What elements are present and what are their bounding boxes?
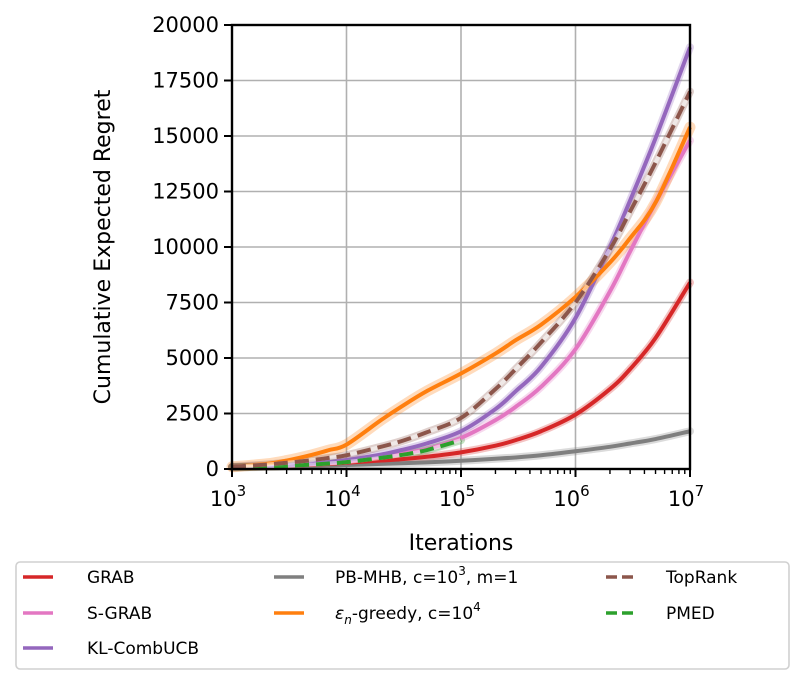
y-tick-label: 20000 (152, 13, 219, 37)
x-tick-label: 104 (324, 482, 360, 511)
legend-label: KL-CombUCB (87, 639, 199, 659)
y-ticks: 0 2500 5000 7500 10000 12500 15000 17500 20000 (152, 13, 232, 481)
legend-frame (15, 561, 790, 670)
y-tick-label: 17500 (152, 69, 219, 93)
legend-item: TopRank (606, 568, 737, 588)
y-tick-label: 5000 (166, 346, 219, 370)
series-line-pmed (231, 438, 462, 470)
legend-item: εn-greedy, c=104 (274, 600, 481, 627)
y-tick-label: 10000 (152, 235, 219, 259)
x-tick-label: 107 (668, 482, 704, 511)
series-line-toprank (231, 90, 692, 469)
y-tick-label: 0 (206, 457, 219, 481)
legend-item: PB-MHB, c=103, m=1 (274, 564, 518, 588)
series-line-n-greedy-c-10 (231, 126, 692, 469)
legend-label: GRAB (87, 568, 135, 588)
y-axis-label: Cumulative Expected Regret (91, 89, 116, 404)
y-tick-label: 15000 (152, 124, 219, 148)
legend-item: GRAB (23, 568, 135, 588)
legend-item: S-GRAB (23, 604, 152, 624)
y-tick-label: 2500 (166, 402, 219, 426)
legend-item: PMED (606, 604, 715, 624)
series-lines (231, 46, 692, 470)
legend-label: PMED (666, 604, 715, 624)
legend-label: TopRank (665, 568, 737, 588)
legend-label: S-GRAB (87, 604, 152, 624)
legend-label: εn-greedy, c=104 (335, 600, 481, 627)
legend-item: KL-CombUCB (23, 639, 199, 659)
x-axis-label: Iterations (409, 531, 514, 556)
legend: GRAB S-GRAB KL-CombUCB PB-MHB, c=103, m=1 εn… (15, 561, 790, 670)
x-ticks: 103 104 105 106 107 (210, 469, 704, 511)
y-tick-label: 7500 (166, 291, 219, 315)
x-tick-label: 103 (210, 482, 246, 511)
x-tick-label: 106 (553, 482, 589, 511)
y-tick-label: 12500 (152, 180, 219, 204)
legend-label: PB-MHB, c=103, m=1 (335, 564, 518, 588)
x-tick-label: 105 (439, 482, 475, 511)
